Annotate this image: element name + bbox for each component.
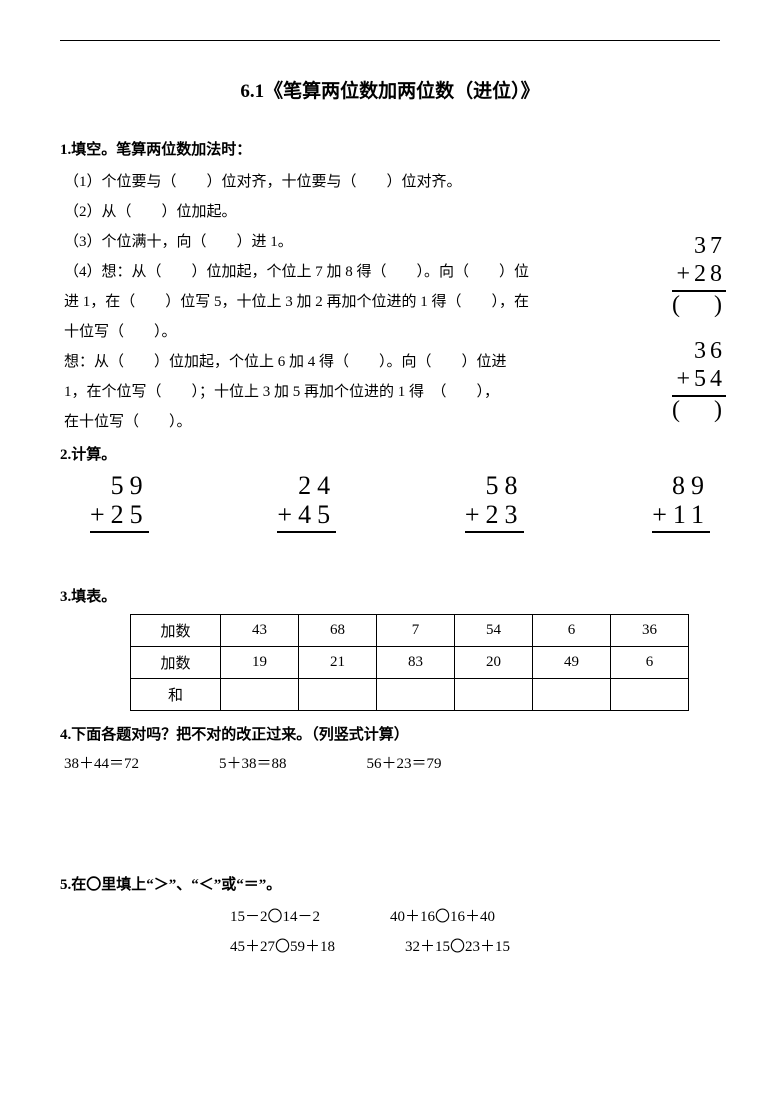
cell (221, 679, 299, 711)
q5-r2a: 45＋27〇59＋18 (230, 932, 335, 962)
cell: 6 (533, 615, 611, 647)
cell: 83 (377, 647, 455, 679)
cell (611, 679, 689, 711)
q1-line5b: 1，在个位写（ ）；十位上 3 加 5 再加个位进的 1 得 （ ）， (64, 377, 720, 407)
cell: 49 (533, 647, 611, 679)
q3-table: 加数 43 68 7 54 6 36 加数 19 21 83 20 49 6 和 (130, 614, 689, 711)
cell: 7 (377, 615, 455, 647)
v1-ans: ( ) (672, 292, 726, 320)
v2-top: 36 (672, 338, 726, 366)
q1-line1: （1）个位要与（ ）位对齐，十位要与（ ）位对齐。 (64, 167, 720, 197)
page-title: 6.1《笔算两位数加两位数（进位）》 (60, 76, 720, 103)
table-row: 加数 43 68 7 54 6 36 (131, 615, 689, 647)
c1-top: 59 (90, 472, 149, 501)
q5-r2b: 32＋15〇23＋15 (405, 932, 510, 962)
cell (455, 679, 533, 711)
q4-c: 56＋23＝79 (367, 752, 442, 773)
cell: 6 (611, 647, 689, 679)
c1-rule (90, 531, 149, 535)
q1-heading: 1.填空。笔算两位数加法时： (60, 138, 720, 159)
q1-line4a: （4）想：从（ ）位加起，个位上 7 加 8 得（ ）。向（ ）位 (64, 257, 720, 287)
q4-b: 5＋38＝88 (219, 752, 287, 773)
q2-row: 59 +25 24 +45 58 +23 89 +11 (60, 472, 720, 535)
cell: 20 (455, 647, 533, 679)
cell: 68 (299, 615, 377, 647)
c3-top: 58 (465, 472, 524, 501)
q5-pair-2: 45＋27〇59＋18 32＋15〇23＋15 (230, 932, 720, 962)
vertical-problem-1: 37 +28 ( ) (672, 233, 726, 320)
calc-4: 89 +11 (652, 472, 710, 535)
table-row: 和 (131, 679, 689, 711)
q1-line5a: 想：从（ ）位加起，个位上 6 加 4 得（ ）。向（ ）位进 (64, 347, 720, 377)
v2-bot: +54 (672, 366, 726, 394)
cell: 和 (131, 679, 221, 711)
question-1: 1.填空。笔算两位数加法时： （1）个位要与（ ）位对齐，十位要与（ ）位对齐。… (60, 138, 720, 437)
q1-line4b: 进 1，在（ ）位写 5，十位上 3 加 2 再加个位进的 1 得（ ），在 (64, 287, 720, 317)
q3-heading: 3.填表。 (60, 585, 720, 606)
c1-bot: +25 (90, 501, 149, 530)
cell: 54 (455, 615, 533, 647)
cell: 19 (221, 647, 299, 679)
q1-line2: （2）从（ ）位加起。 (64, 197, 720, 227)
calc-2: 24 +45 (277, 472, 336, 535)
q1-line3: （3）个位满十，向（ ）进 1。 (64, 227, 720, 257)
c4-top: 89 (652, 472, 710, 501)
q4-a: 38＋44＝72 (64, 752, 139, 773)
cell (377, 679, 455, 711)
cell (299, 679, 377, 711)
calc-3: 58 +23 (465, 472, 524, 535)
cell (533, 679, 611, 711)
c3-bot: +23 (465, 501, 524, 530)
q1-line4c: 十位写（ ）。 (64, 317, 720, 347)
q5-heading: 5.在〇里填上“＞”、“＜”或“＝”。 (60, 873, 720, 894)
c3-rule (465, 531, 524, 535)
q5-rows: 15－2〇14－2 40＋16〇16＋40 45＋27〇59＋18 32＋15〇… (230, 902, 720, 962)
q5-r1a: 15－2〇14－2 (230, 902, 320, 932)
cell: 加数 (131, 647, 221, 679)
top-rule (60, 40, 720, 41)
cell: 36 (611, 615, 689, 647)
cell: 加数 (131, 615, 221, 647)
q4-heading: 4.下面各题对吗？把不对的改正过来。（列竖式计算） (60, 723, 720, 744)
vertical-problem-2: 36 +54 ( ) (672, 338, 726, 425)
cell: 21 (299, 647, 377, 679)
q5-r1b: 40＋16〇16＋40 (390, 902, 495, 932)
c4-rule (652, 531, 710, 535)
v1-bot: +28 (672, 261, 726, 289)
c4-bot: +11 (652, 501, 710, 530)
q4-row: 38＋44＝72 5＋38＝88 56＋23＝79 (64, 752, 720, 773)
q1-line5c: 在十位写（ ）。 (64, 407, 720, 437)
table-row: 加数 19 21 83 20 49 6 (131, 647, 689, 679)
cell: 43 (221, 615, 299, 647)
calc-1: 59 +25 (90, 472, 149, 535)
c2-top: 24 (277, 472, 336, 501)
v1-top: 37 (672, 233, 726, 261)
c2-rule (277, 531, 336, 535)
q5-pair-1: 15－2〇14－2 40＋16〇16＋40 (230, 902, 720, 932)
q2-heading: 2.计算。 (60, 443, 720, 464)
v2-ans: ( ) (672, 397, 726, 425)
c2-bot: +45 (277, 501, 336, 530)
